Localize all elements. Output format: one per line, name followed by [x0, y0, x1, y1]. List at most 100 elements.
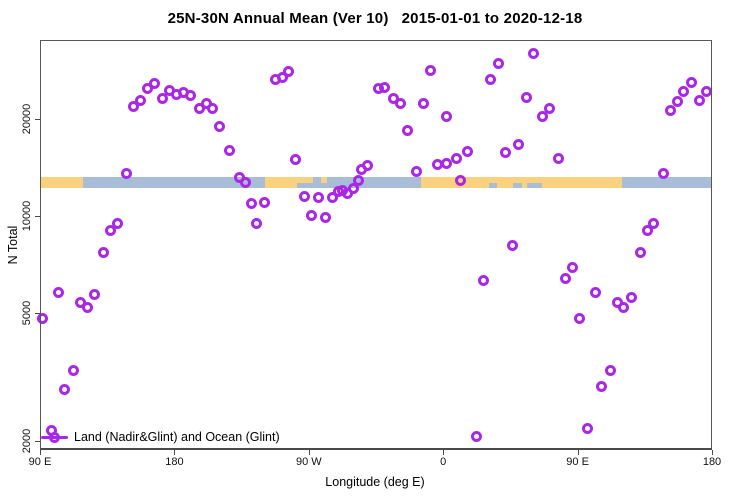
data-point — [185, 90, 197, 102]
data-point — [402, 125, 414, 137]
strip-overlay-land-upper — [321, 177, 327, 183]
strip-overlay-land-upper — [296, 177, 313, 183]
data-point — [341, 188, 353, 200]
x-tick-label: 180 — [165, 456, 184, 468]
x-tick-label: 90 W — [295, 456, 322, 468]
data-point — [672, 96, 684, 108]
strip-segment-land — [265, 177, 297, 188]
data-point — [574, 313, 586, 325]
data-point — [245, 198, 257, 210]
data-point — [290, 153, 302, 165]
data-point — [362, 160, 374, 172]
data-point — [306, 210, 318, 222]
data-point — [544, 102, 556, 114]
data-point — [581, 423, 593, 435]
data-point — [82, 301, 94, 313]
x-tick — [174, 450, 176, 455]
data-point — [320, 211, 332, 223]
x-axis-label: Longitude (deg E) — [325, 475, 425, 489]
data-point — [67, 365, 79, 377]
y-tick — [35, 215, 40, 217]
x-tick — [577, 450, 579, 455]
data-point — [686, 77, 698, 89]
x-tick — [308, 450, 310, 455]
y-tick — [35, 119, 40, 120]
data-point — [352, 174, 364, 186]
data-point — [418, 97, 430, 109]
data-point — [604, 365, 616, 377]
data-point — [617, 301, 629, 313]
strip-segment-ocean — [622, 177, 712, 188]
data-point — [485, 73, 497, 85]
data-point — [239, 177, 251, 188]
strip-segment-ocean — [83, 177, 266, 188]
data-point — [424, 65, 436, 77]
data-point — [89, 289, 101, 301]
y-tick-label: 20000 — [21, 103, 33, 135]
data-point — [492, 58, 504, 70]
data-point — [441, 111, 453, 123]
data-point — [470, 430, 482, 442]
data-point — [347, 182, 359, 194]
data-point — [127, 101, 139, 113]
data-point — [251, 217, 263, 229]
data-point — [537, 111, 549, 123]
data-point — [693, 95, 705, 107]
data-point — [52, 286, 64, 298]
data-point — [441, 157, 453, 169]
data-point — [104, 225, 116, 237]
strip-overlay-ocean-lower — [513, 182, 523, 188]
data-point — [283, 66, 295, 78]
data-point — [156, 92, 168, 104]
x-tick — [712, 450, 713, 455]
y-tick-label: 5000 — [21, 300, 33, 326]
data-point — [552, 152, 564, 164]
y-tick — [35, 441, 40, 442]
data-point — [455, 174, 467, 186]
data-point — [513, 138, 525, 150]
data-point — [379, 82, 391, 94]
data-point — [312, 192, 324, 204]
data-point — [528, 48, 540, 60]
data-point — [589, 286, 601, 298]
data-point — [478, 275, 490, 287]
data-point — [566, 262, 578, 274]
data-point — [258, 197, 270, 209]
data-point — [223, 144, 235, 156]
data-point — [677, 85, 689, 97]
x-tick-label: 180 — [702, 456, 722, 468]
data-point — [700, 85, 712, 97]
data-point — [664, 104, 676, 116]
x-tick-label: 0 — [440, 456, 447, 468]
strip-overlay-ocean-lower — [526, 182, 542, 188]
x-tick-label: 90 E — [28, 456, 52, 468]
data-point — [149, 78, 161, 90]
x-tick — [40, 450, 41, 455]
legend-label: Land (Nadir&Glint) and Ocean (Glint) — [74, 430, 280, 444]
data-point — [142, 83, 154, 95]
y-tick-label: 10000 — [21, 200, 33, 232]
data-point — [214, 120, 226, 132]
data-point — [450, 152, 462, 164]
data-point — [37, 313, 49, 325]
data-point — [506, 239, 518, 251]
data-point — [111, 217, 123, 229]
y-tick — [35, 312, 40, 314]
strip-overlay-ocean-lower — [489, 182, 497, 188]
chart-title: 25N-30N Annual Mean (Ver 10) 2015-01-01 … — [167, 10, 583, 27]
data-point — [625, 291, 637, 303]
data-point — [521, 91, 533, 103]
x-tick-label: 90 E — [566, 456, 589, 468]
data-point — [135, 95, 147, 107]
data-point — [120, 168, 132, 180]
data-point — [59, 383, 71, 395]
data-point — [298, 190, 310, 202]
data-point — [462, 146, 474, 158]
data-point — [410, 166, 422, 178]
y-tick-label: 2000 — [21, 428, 33, 454]
data-point — [648, 217, 660, 229]
data-point — [97, 246, 109, 258]
strip-segment-land — [40, 177, 84, 188]
y-axis-label: N Total — [6, 225, 20, 265]
data-point — [596, 381, 608, 393]
